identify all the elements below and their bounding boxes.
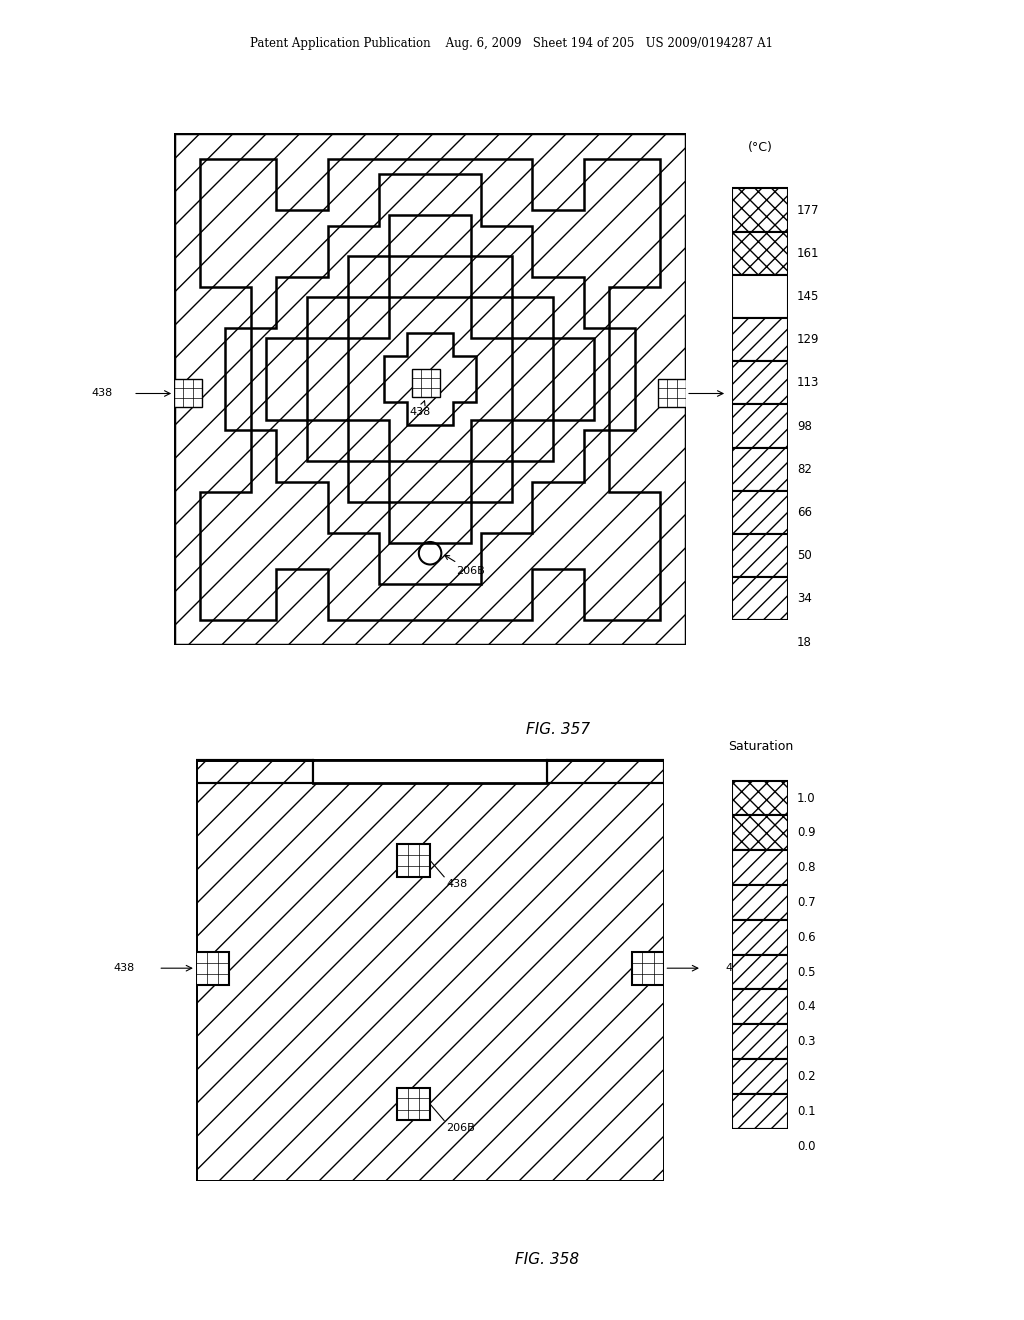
Text: 0.3: 0.3 — [797, 1035, 815, 1048]
Bar — [732, 535, 788, 577]
Bar — [632, 952, 665, 985]
Bar — [657, 379, 686, 408]
Bar — [732, 447, 788, 491]
Text: 438: 438 — [725, 964, 746, 973]
Bar — [732, 1094, 788, 1129]
Text: 177: 177 — [797, 203, 819, 216]
Text: 0.1: 0.1 — [797, 1105, 815, 1118]
Bar — [413, 368, 440, 397]
Bar — [732, 780, 788, 816]
Bar — [732, 404, 788, 447]
Text: Saturation: Saturation — [728, 739, 793, 752]
Text: FIG. 358: FIG. 358 — [515, 1251, 580, 1267]
Text: 161: 161 — [797, 247, 819, 260]
Bar — [732, 954, 788, 990]
Bar — [732, 577, 788, 620]
Bar — [732, 362, 788, 404]
Text: 206B: 206B — [446, 1123, 475, 1133]
Text: 0.8: 0.8 — [797, 861, 815, 874]
Bar — [732, 275, 788, 318]
Bar — [732, 1024, 788, 1059]
Bar — [732, 920, 788, 954]
Text: 0.9: 0.9 — [797, 826, 815, 840]
Text: 1.0: 1.0 — [797, 792, 815, 804]
Text: Patent Application Publication    Aug. 6, 2009   Sheet 194 of 205   US 2009/0194: Patent Application Publication Aug. 6, 2… — [251, 37, 773, 50]
Text: 438: 438 — [114, 964, 135, 973]
Text: 0.6: 0.6 — [797, 931, 815, 944]
Text: 438: 438 — [748, 388, 769, 399]
Bar — [547, 760, 665, 783]
Text: 438: 438 — [410, 401, 431, 417]
Bar — [732, 816, 788, 850]
Bar — [313, 760, 547, 783]
Bar — [397, 1088, 430, 1121]
Text: 66: 66 — [797, 506, 812, 519]
Bar — [732, 884, 788, 920]
Bar — [732, 189, 788, 231]
Text: FIG. 357: FIG. 357 — [526, 722, 590, 737]
Bar — [732, 620, 788, 664]
Text: 113: 113 — [797, 376, 819, 389]
Text: 145: 145 — [797, 290, 819, 302]
Text: 18: 18 — [797, 635, 812, 648]
Text: 206B: 206B — [444, 556, 484, 576]
Bar — [732, 1059, 788, 1094]
Text: 129: 129 — [797, 333, 819, 346]
Bar — [547, 760, 665, 783]
Bar — [174, 379, 203, 408]
Text: 0.2: 0.2 — [797, 1071, 815, 1082]
Bar — [397, 843, 430, 876]
Text: 438: 438 — [91, 388, 113, 399]
Bar — [196, 760, 313, 783]
Bar — [732, 850, 788, 884]
Text: 34: 34 — [797, 593, 812, 606]
Bar — [196, 760, 313, 783]
Text: (°C): (°C) — [748, 141, 773, 154]
Bar — [732, 1129, 788, 1163]
Text: 0.5: 0.5 — [797, 965, 815, 978]
Bar — [732, 318, 788, 362]
Text: 438: 438 — [446, 879, 468, 890]
Text: 0.0: 0.0 — [797, 1139, 815, 1152]
Text: 0.7: 0.7 — [797, 896, 815, 909]
Text: 0.4: 0.4 — [797, 1001, 815, 1014]
Bar — [732, 491, 788, 535]
Bar — [732, 990, 788, 1024]
Text: 98: 98 — [797, 420, 812, 433]
Bar — [196, 952, 228, 985]
Bar — [732, 231, 788, 275]
Text: 82: 82 — [797, 463, 812, 475]
Text: 50: 50 — [797, 549, 812, 562]
